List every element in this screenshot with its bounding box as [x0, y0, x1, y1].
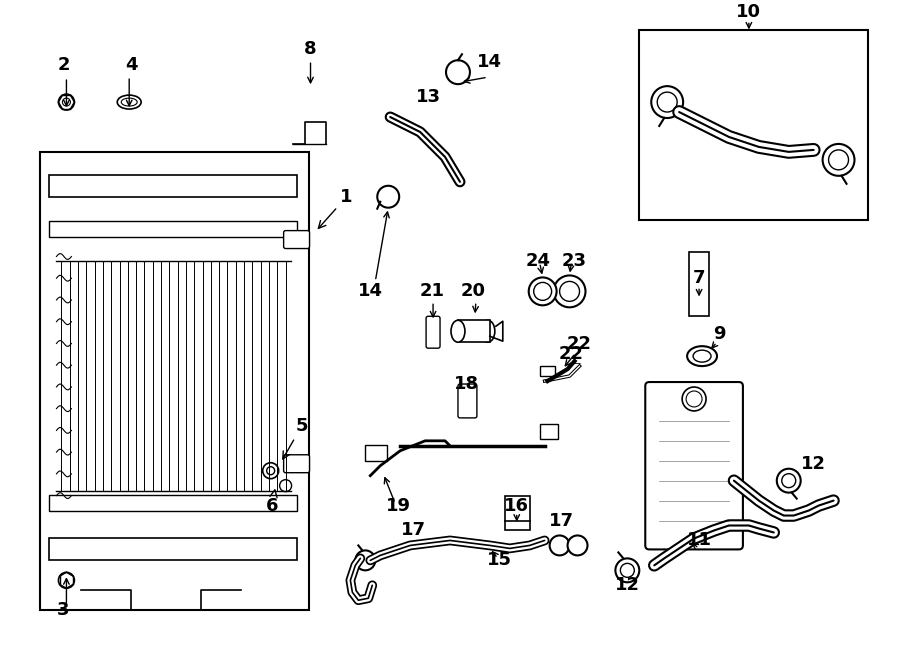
Text: 9: 9 [713, 325, 725, 343]
Text: 23: 23 [562, 253, 587, 270]
Text: 13: 13 [416, 88, 441, 106]
Text: 14: 14 [477, 53, 502, 71]
Text: 10: 10 [736, 3, 761, 21]
Ellipse shape [117, 95, 141, 109]
Circle shape [782, 474, 796, 488]
Circle shape [534, 282, 552, 300]
Text: 3: 3 [58, 601, 69, 619]
Text: 12: 12 [615, 576, 640, 594]
Circle shape [823, 144, 854, 176]
Circle shape [829, 150, 849, 170]
FancyBboxPatch shape [645, 382, 742, 549]
Circle shape [280, 480, 292, 492]
Text: 15: 15 [487, 551, 512, 569]
Text: 17: 17 [400, 522, 426, 539]
FancyBboxPatch shape [284, 231, 310, 249]
FancyBboxPatch shape [284, 455, 310, 473]
Text: 19: 19 [386, 496, 410, 514]
Circle shape [528, 278, 556, 305]
Text: 21: 21 [419, 282, 445, 300]
Circle shape [777, 469, 801, 492]
Circle shape [652, 86, 683, 118]
Circle shape [62, 98, 70, 106]
Bar [50, 494, 297, 510]
Text: 1: 1 [319, 188, 353, 228]
Circle shape [620, 563, 634, 577]
Text: 5: 5 [283, 417, 308, 459]
Circle shape [686, 391, 702, 407]
FancyBboxPatch shape [458, 384, 477, 418]
Circle shape [560, 282, 580, 301]
Bar [689, 252, 709, 316]
Circle shape [356, 551, 375, 570]
Circle shape [263, 463, 279, 479]
Text: 12: 12 [801, 455, 826, 473]
Circle shape [682, 387, 706, 411]
Bar [50, 175, 297, 197]
Bar [458, 321, 490, 342]
Text: 20: 20 [461, 282, 485, 300]
Bar [540, 424, 558, 439]
Ellipse shape [693, 350, 711, 362]
Circle shape [657, 92, 677, 112]
Text: 6: 6 [266, 490, 278, 514]
Circle shape [446, 60, 470, 84]
Bar [365, 445, 387, 461]
Circle shape [568, 535, 588, 555]
Ellipse shape [451, 321, 465, 342]
Circle shape [266, 467, 274, 475]
Text: 2: 2 [58, 56, 69, 74]
Text: —: — [570, 358, 580, 368]
Text: 17: 17 [549, 512, 574, 529]
Ellipse shape [481, 321, 495, 342]
Bar [540, 366, 554, 376]
Text: 22: 22 [559, 345, 584, 363]
Text: 16: 16 [504, 496, 529, 514]
Circle shape [58, 94, 75, 110]
FancyBboxPatch shape [426, 316, 440, 348]
Text: 14: 14 [358, 282, 382, 300]
Ellipse shape [122, 98, 137, 106]
Ellipse shape [687, 346, 717, 366]
Circle shape [554, 276, 586, 307]
Text: 22: 22 [567, 335, 592, 353]
Bar [50, 221, 297, 237]
Text: 24: 24 [526, 253, 550, 270]
Text: 7: 7 [693, 270, 706, 288]
Text: 4: 4 [125, 56, 138, 74]
Text: 18: 18 [454, 375, 480, 393]
Circle shape [616, 559, 639, 582]
Text: 8: 8 [304, 40, 317, 58]
Circle shape [550, 535, 570, 555]
Circle shape [377, 186, 400, 208]
Text: 11: 11 [687, 531, 712, 549]
Bar [639, 30, 868, 219]
Circle shape [58, 572, 75, 588]
Bar [40, 152, 309, 610]
Bar [505, 496, 530, 531]
Bar [50, 539, 297, 561]
